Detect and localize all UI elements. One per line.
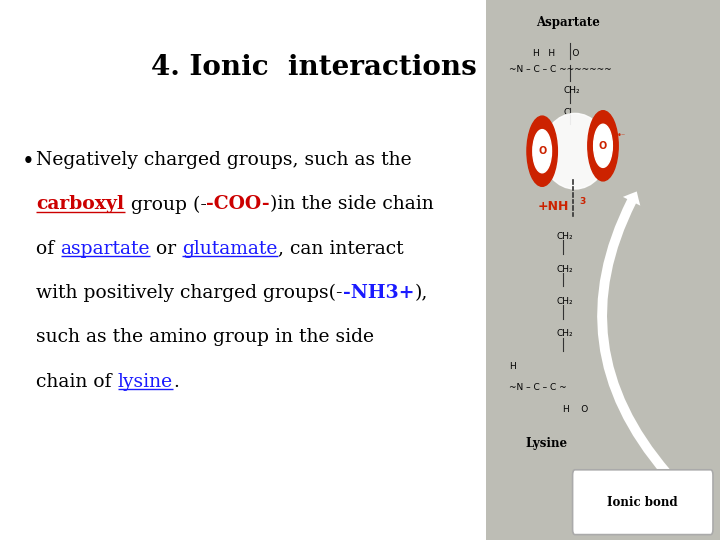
Circle shape	[593, 124, 612, 167]
Text: carboxyl: carboxyl	[37, 195, 125, 213]
Text: ~N – C – C ~: ~N – C – C ~	[510, 383, 567, 393]
Text: H   H      O: H H O	[533, 49, 579, 58]
Text: , can interact: , can interact	[278, 240, 403, 258]
Text: ),: ),	[415, 284, 428, 302]
Text: of: of	[37, 240, 60, 258]
Text: ~N – C – C ~~~~~~~: ~N – C – C ~~~~~~~	[510, 65, 612, 74]
Text: lysine: lysine	[118, 373, 173, 390]
Circle shape	[533, 130, 552, 173]
Text: aspartate: aspartate	[60, 240, 150, 258]
Text: H: H	[510, 362, 516, 371]
Text: Lysine: Lysine	[526, 437, 568, 450]
FancyBboxPatch shape	[486, 0, 720, 540]
Text: such as the amino group in the side: such as the amino group in the side	[37, 328, 374, 346]
Text: CH₂: CH₂	[557, 232, 573, 241]
FancyBboxPatch shape	[572, 470, 713, 535]
Text: +NH: +NH	[537, 200, 569, 213]
Text: 3: 3	[580, 197, 586, 206]
Text: CH₂: CH₂	[557, 265, 573, 274]
Text: Aspartate: Aspartate	[536, 16, 600, 29]
Text: chain of: chain of	[37, 373, 118, 390]
Text: O: O	[538, 146, 546, 156]
FancyArrowPatch shape	[597, 192, 670, 476]
Text: Ionic bond: Ionic bond	[608, 496, 678, 509]
Text: )in the side chain: )in the side chain	[270, 195, 434, 213]
Circle shape	[588, 111, 618, 181]
Ellipse shape	[542, 113, 608, 189]
Text: O: O	[599, 141, 607, 151]
Text: CH₂: CH₂	[557, 297, 573, 306]
Text: C: C	[563, 108, 570, 117]
Text: group (-: group (-	[125, 195, 207, 214]
Text: •: •	[22, 151, 35, 173]
Circle shape	[527, 116, 557, 186]
Text: CH₂: CH₂	[557, 329, 573, 339]
Text: -COO-: -COO-	[207, 195, 270, 213]
Text: -NH3+: -NH3+	[343, 284, 415, 302]
Text: or: or	[150, 240, 182, 258]
Text: H    O: H O	[563, 405, 588, 414]
Text: CH₂: CH₂	[563, 86, 580, 96]
Text: .: .	[173, 373, 179, 390]
Text: Negatively charged groups, such as the: Negatively charged groups, such as the	[37, 151, 412, 169]
Text: •⁻: •⁻	[617, 131, 626, 139]
Text: with positively charged groups(-: with positively charged groups(-	[37, 284, 343, 302]
Text: glutamate: glutamate	[182, 240, 278, 258]
Text: 4. Ionic  interactions: 4. Ionic interactions	[150, 54, 477, 81]
